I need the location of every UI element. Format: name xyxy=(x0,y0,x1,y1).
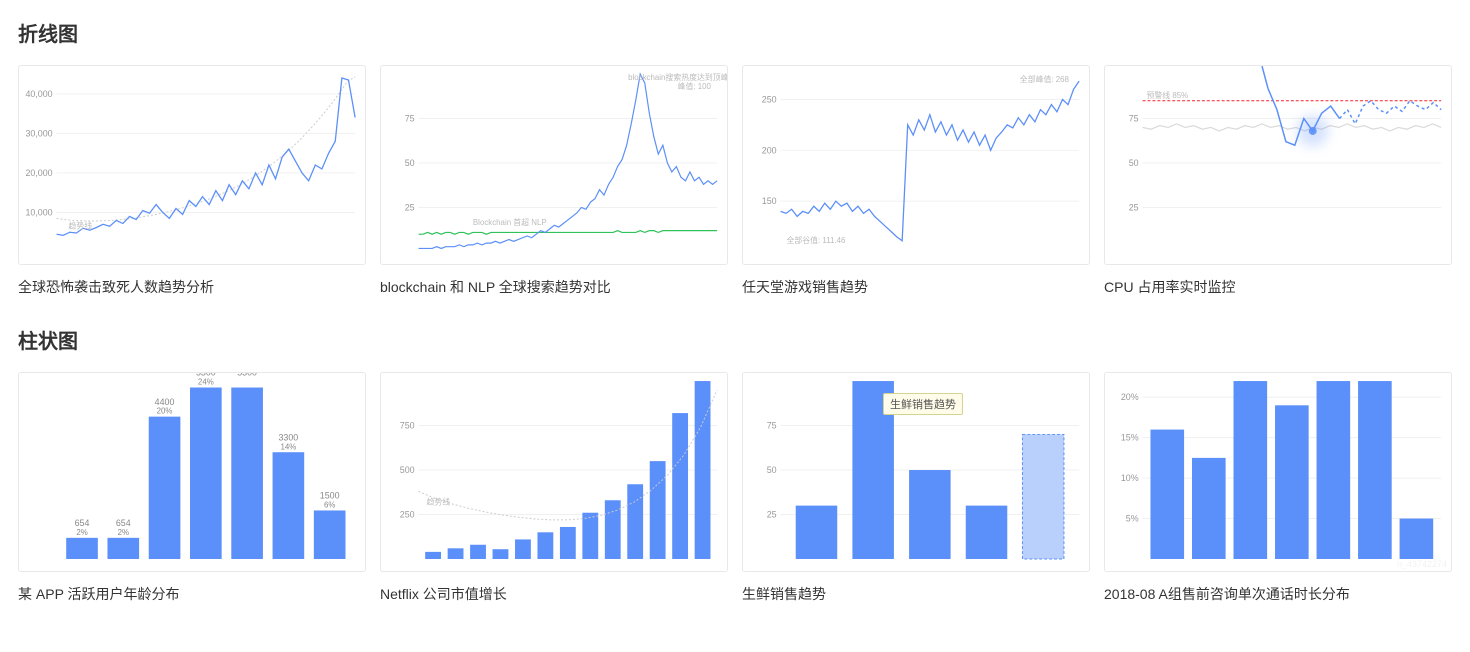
svg-text:50: 50 xyxy=(405,158,415,168)
svg-text:75: 75 xyxy=(1129,114,1139,124)
chart-title-app: 某 APP 活跃用户年龄分布 xyxy=(18,584,366,604)
svg-text:40,000: 40,000 xyxy=(25,89,52,99)
svg-text:趋势线: 趋势线 xyxy=(68,220,92,230)
chart-title-cpu: CPU 占用率实时监控 xyxy=(1104,277,1452,297)
watermark: n_43742274 xyxy=(1397,559,1447,569)
chart-card-call[interactable]: 5% 10% 15% 20% n_43742274 2018-08 A组售前咨询单次通… xyxy=(1104,372,1452,604)
svg-text:6%: 6% xyxy=(324,500,335,509)
svg-text:14%: 14% xyxy=(280,442,296,451)
chart-thumb-netflix: 250 500 750 趋势线 xyxy=(380,372,728,572)
chart-title-fresh: 生鲜销售趋势 xyxy=(742,584,1090,604)
chart-thumb-call: 5% 10% 15% 20% n_43742274 xyxy=(1104,372,1452,572)
bar-chart-grid: 6542%6542%440020%530024%5300330014%15006… xyxy=(18,372,1452,604)
svg-text:1500: 1500 xyxy=(320,491,340,501)
svg-text:Blockchain 首超 NLP: Blockchain 首超 NLP xyxy=(473,217,547,227)
svg-text:500: 500 xyxy=(400,465,415,475)
svg-text:5300: 5300 xyxy=(237,373,257,378)
chart-card-app[interactable]: 6542%6542%440020%530024%5300330014%15006… xyxy=(18,372,366,604)
svg-text:250: 250 xyxy=(762,94,777,104)
svg-text:3300: 3300 xyxy=(279,432,299,442)
svg-text:趋势线: 趋势线 xyxy=(426,497,450,507)
svg-text:75: 75 xyxy=(767,421,777,431)
chart-title-nintendo: 任天堂游戏销售趋势 xyxy=(742,277,1090,297)
svg-text:5%: 5% xyxy=(1126,514,1139,524)
svg-text:blockchain搜索热度达到顶峰: blockchain搜索热度达到顶峰 xyxy=(628,72,727,82)
svg-text:2%: 2% xyxy=(76,528,87,537)
tooltip-fresh: 生鲜销售趋势 xyxy=(883,393,963,415)
chart-title-netflix: Netflix 公司市值增长 xyxy=(380,584,728,604)
section-line-title: 折线图 xyxy=(18,18,1452,47)
chart-thumb-nintendo: 150 200 250 全部谷值: 111.46 全部峰值: 268 xyxy=(742,65,1090,265)
svg-text:654: 654 xyxy=(116,518,131,528)
chart-thumb-cpu: 25 50 75 预警线 85% xyxy=(1104,65,1452,265)
svg-text:50: 50 xyxy=(1129,158,1139,168)
chart-card-nintendo[interactable]: 150 200 250 全部谷值: 111.46 全部峰值: 268 任天堂游戏销售趋势 xyxy=(742,65,1090,297)
svg-text:30,000: 30,000 xyxy=(25,128,52,138)
svg-text:10,000: 10,000 xyxy=(25,207,52,217)
svg-text:全部峰值: 268: 全部峰值: 268 xyxy=(1020,74,1070,84)
svg-text:24%: 24% xyxy=(198,378,214,387)
chart-title-call: 2018-08 A组售前咨询单次通话时长分布 xyxy=(1104,584,1452,604)
svg-text:15%: 15% xyxy=(1121,433,1139,443)
svg-text:750: 750 xyxy=(400,421,415,431)
chart-thumb-terror: 10,000 20,000 30,000 40,000 趋势线 xyxy=(18,65,366,265)
svg-text:峰值: 100: 峰值: 100 xyxy=(678,81,712,91)
svg-text:预警线 85%: 预警线 85% xyxy=(1147,90,1189,100)
svg-text:25: 25 xyxy=(405,202,415,212)
svg-text:20%: 20% xyxy=(157,407,173,416)
chart-card-terror[interactable]: 10,000 20,000 30,000 40,000 趋势线 全球恐怖袭击致死人数趋势… xyxy=(18,65,366,297)
chart-thumb-app: 6542%6542%440020%530024%5300330014%15006… xyxy=(18,372,366,572)
svg-text:25: 25 xyxy=(767,509,777,519)
chart-title-terror: 全球恐怖袭击致死人数趋势分析 xyxy=(18,277,366,297)
svg-text:654: 654 xyxy=(75,518,90,528)
chart-thumb-fresh: 25 50 75 生鲜销售趋势 xyxy=(742,372,1090,572)
chart-card-fresh[interactable]: 25 50 75 生鲜销售趋势 生鲜销售趋势 xyxy=(742,372,1090,604)
svg-text:2%: 2% xyxy=(118,528,129,537)
svg-text:50: 50 xyxy=(767,465,777,475)
line-chart-grid: 10,000 20,000 30,000 40,000 趋势线 全球恐怖袭击致死人数趋势… xyxy=(18,65,1452,297)
section-bar-title: 柱状图 xyxy=(18,325,1452,354)
chart-card-netflix[interactable]: 250 500 750 趋势线 Netflix 公司市值增长 xyxy=(380,372,728,604)
svg-text:75: 75 xyxy=(405,114,415,124)
chart-thumb-blockchain: 25 50 75 blockchain搜索热度达到顶峰峰值: 100 Blockchai… xyxy=(380,65,728,265)
svg-text:25: 25 xyxy=(1129,202,1139,212)
svg-text:150: 150 xyxy=(762,196,777,206)
svg-text:10%: 10% xyxy=(1121,473,1139,483)
chart-card-blockchain[interactable]: 25 50 75 blockchain搜索热度达到顶峰峰值: 100 Blockchai… xyxy=(380,65,728,297)
svg-text:250: 250 xyxy=(400,509,415,519)
svg-text:200: 200 xyxy=(762,145,777,155)
chart-title-blockchain: blockchain 和 NLP 全球搜索趋势对比 xyxy=(380,277,728,297)
svg-text:全部谷值: 111.46: 全部谷值: 111.46 xyxy=(786,235,846,245)
svg-text:20,000: 20,000 xyxy=(25,168,52,178)
svg-text:4400: 4400 xyxy=(155,397,175,407)
svg-text:20%: 20% xyxy=(1121,392,1139,402)
chart-card-cpu[interactable]: 25 50 75 预警线 85% CPU 占用率实时监控 xyxy=(1104,65,1452,297)
